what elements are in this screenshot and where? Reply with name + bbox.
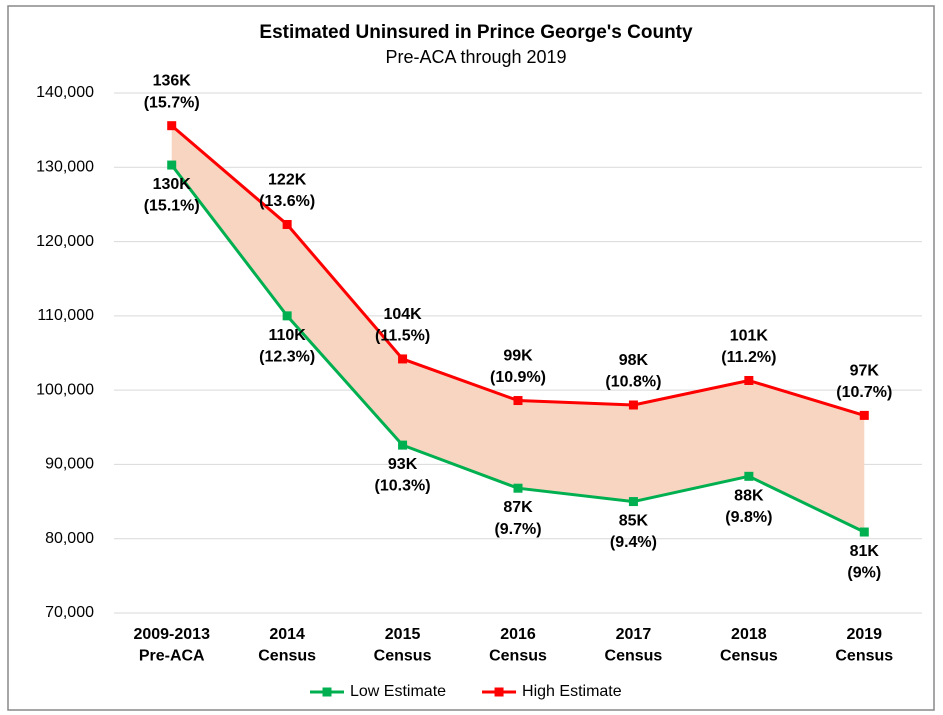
point-marker	[282, 311, 292, 321]
y-tick-label: 120,000	[36, 233, 94, 250]
point-marker	[398, 354, 408, 364]
point-marker	[859, 527, 869, 537]
data-label: 101K (11.2%)	[721, 328, 776, 367]
point-marker	[513, 483, 523, 493]
data-label: 88K (9.8%)	[725, 488, 772, 527]
legend-swatch-marker	[494, 687, 504, 697]
point-marker	[167, 160, 177, 170]
point-marker	[859, 410, 869, 420]
legend-swatch-marker	[322, 687, 332, 697]
data-label: 97K (10.7%)	[836, 363, 892, 402]
x-tick-label: 2019 Census	[835, 626, 893, 665]
data-label: 93K (10.3%)	[375, 456, 431, 495]
point-marker	[167, 121, 177, 131]
point-marker	[513, 396, 523, 406]
data-label: 85K (9.4%)	[610, 513, 657, 552]
chart-title: Estimated Uninsured in Prince George's C…	[259, 22, 693, 43]
data-label: 130K (15.1%)	[144, 176, 200, 215]
y-tick-label: 110,000	[37, 307, 94, 324]
chart-subtitle: Pre-ACA through 2019	[385, 47, 566, 67]
x-tick-label: 2016 Census	[489, 626, 547, 665]
data-label: 99K (10.9%)	[490, 348, 546, 387]
data-label: 87K (9.7%)	[494, 499, 541, 538]
x-tick-label: 2018 Census	[720, 626, 778, 665]
y-tick-label: 90,000	[45, 456, 94, 473]
data-label: 122K (13.6%)	[259, 172, 315, 211]
data-label: 81K (9%)	[847, 543, 881, 582]
point-marker	[744, 375, 754, 385]
point-marker	[398, 440, 408, 450]
point-marker	[744, 471, 754, 481]
legend-label: High Estimate	[522, 683, 622, 700]
y-tick-label: 70,000	[45, 604, 94, 621]
legend-label: Low Estimate	[350, 683, 446, 700]
y-tick-label: 100,000	[36, 381, 94, 398]
y-tick-label: 140,000	[36, 84, 94, 101]
point-marker	[628, 497, 638, 507]
y-tick-label: 130,000	[36, 159, 94, 176]
data-label: 98K (10.8%)	[605, 352, 661, 391]
x-tick-label: 2017 Census	[605, 626, 663, 665]
data-label: 136K (15.7%)	[144, 73, 200, 112]
point-marker	[628, 400, 638, 410]
x-tick-label: 2015 Census	[374, 626, 432, 665]
point-marker	[282, 219, 292, 229]
x-tick-label: 2009-2013 Pre-ACA	[133, 626, 210, 665]
x-tick-label: 2014 Census	[258, 626, 316, 665]
y-tick-label: 80,000	[45, 530, 94, 547]
chart-border	[7, 5, 935, 711]
data-label: 110K (12.3%)	[259, 327, 315, 366]
fill-between-area	[171, 125, 865, 533]
data-label: 104K (11.5%)	[375, 306, 430, 345]
